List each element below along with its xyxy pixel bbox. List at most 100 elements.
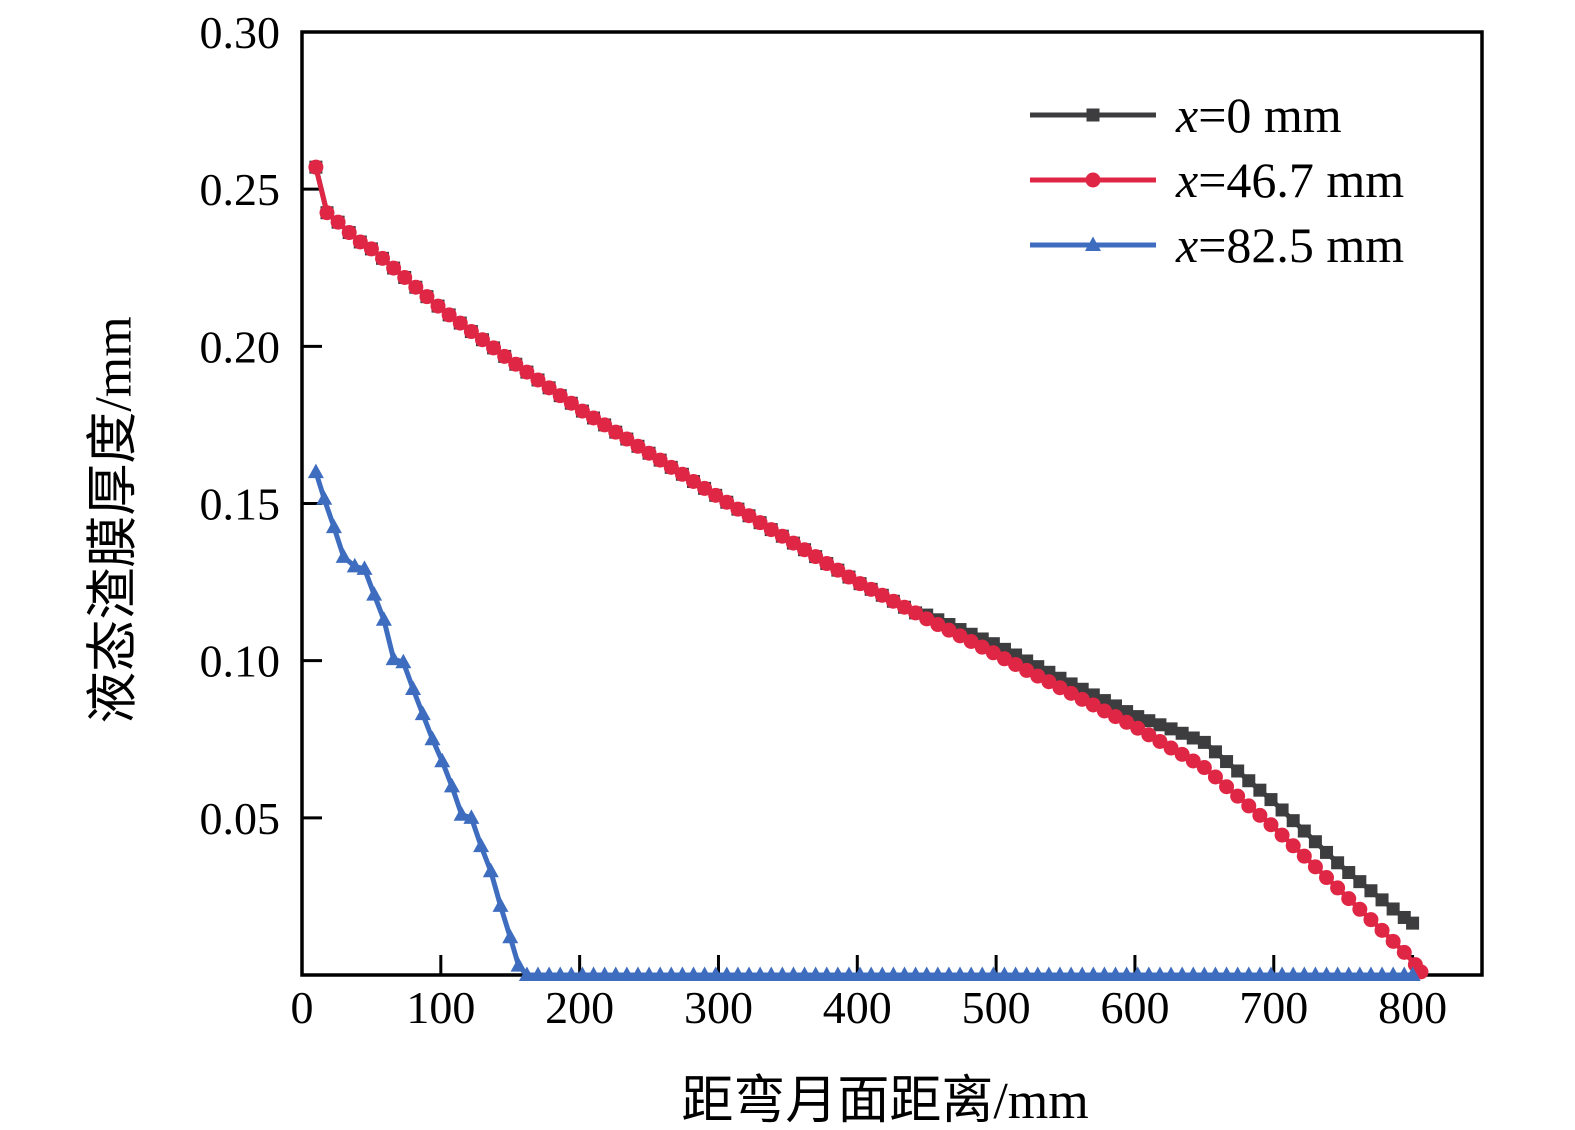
circle-marker — [1130, 720, 1146, 736]
circle-marker — [1152, 733, 1168, 749]
circle-marker — [697, 480, 713, 496]
triangle-marker — [482, 862, 499, 878]
square-marker — [1353, 875, 1367, 889]
y-axis-title: 液态渣膜厚度/mm — [85, 316, 143, 724]
square-marker — [1164, 722, 1178, 736]
legend-label-x0: x=0 mm — [1176, 86, 1342, 144]
triangle-marker — [607, 966, 624, 981]
legend-swatch-x46 — [1030, 172, 1156, 187]
triangle-marker — [1196, 966, 1213, 981]
triangle-marker — [752, 966, 769, 981]
circle-marker — [597, 417, 613, 433]
circle-marker — [830, 562, 846, 578]
triangle-marker — [1174, 966, 1191, 981]
circle-marker — [819, 556, 835, 572]
circle-marker — [541, 380, 557, 396]
legend-swatch-x82 — [1030, 236, 1156, 251]
triangle-marker — [852, 966, 869, 981]
triangle-marker — [1329, 966, 1346, 981]
triangle-marker — [874, 966, 891, 981]
x-axis-title: 距弯月面距离/mm — [681, 1073, 1089, 1130]
circle-marker — [1019, 662, 1035, 678]
x-tick-label: 200 — [545, 982, 614, 1033]
square-marker — [1242, 774, 1256, 788]
legend-rest-x0: =0 mm — [1198, 86, 1342, 143]
circle-marker — [1307, 859, 1323, 875]
circle-marker — [1085, 697, 1101, 713]
triangle-marker — [652, 966, 669, 981]
legend: x=0 mm x=46.7 mm x=82.5 mm — [1028, 82, 1404, 277]
triangle-marker — [1285, 966, 1302, 981]
circle-marker — [319, 205, 335, 221]
circle-marker — [1219, 779, 1235, 795]
circle-marker — [552, 388, 568, 404]
triangle-marker — [996, 966, 1013, 981]
triangle-marker — [1118, 966, 1135, 981]
legend-circle-marker — [1085, 172, 1101, 187]
circle-marker — [1241, 798, 1257, 814]
circle-marker — [486, 340, 502, 356]
circle-marker — [474, 332, 490, 348]
triangle-marker — [1207, 966, 1224, 981]
square-marker — [1075, 682, 1089, 696]
square-marker — [1320, 845, 1334, 859]
circle-marker — [1230, 788, 1246, 804]
square-marker — [1386, 902, 1400, 916]
triangle-marker — [940, 966, 957, 981]
circle-marker — [608, 424, 624, 440]
triangle-marker — [1374, 966, 1391, 981]
circle-marker — [1008, 656, 1024, 672]
x-tick-label: 500 — [962, 982, 1031, 1033]
circle-marker — [652, 452, 668, 468]
triangle-marker — [1085, 966, 1102, 981]
triangle-marker — [1296, 966, 1313, 981]
triangle-marker — [1151, 966, 1168, 981]
triangle-marker — [1229, 966, 1246, 981]
triangle-marker — [1404, 966, 1421, 981]
circle-marker — [574, 403, 590, 419]
triangle-marker — [585, 966, 602, 981]
circle-marker — [1352, 901, 1368, 917]
x-tick-label: 600 — [1100, 982, 1169, 1033]
triangle-marker — [818, 966, 835, 981]
triangle-marker — [463, 809, 480, 824]
circle-marker — [441, 307, 457, 323]
circle-marker — [1341, 891, 1357, 907]
square-marker — [1275, 803, 1289, 817]
circle-marker — [908, 605, 924, 621]
series-line — [313, 469, 1416, 978]
square-marker — [1109, 699, 1123, 713]
square-marker — [1264, 793, 1278, 807]
triangle-marker — [918, 966, 935, 981]
legend-label-x46: x=46.7 mm — [1176, 151, 1404, 209]
x-tick-label: 700 — [1239, 982, 1308, 1033]
triangle-marker — [453, 806, 470, 821]
triangle-marker — [663, 966, 680, 981]
y-tick-label: 0.25 — [200, 164, 281, 215]
triangle-marker — [1018, 966, 1035, 981]
square-marker — [1186, 731, 1200, 745]
circle-marker — [663, 459, 679, 475]
triangle-marker — [1351, 966, 1368, 981]
triangle-marker — [510, 957, 527, 972]
circle-marker — [730, 501, 746, 517]
triangle-marker — [596, 966, 613, 981]
y-tick-label: 0.15 — [200, 479, 281, 530]
square-marker — [1197, 735, 1211, 749]
circle-marker — [1296, 848, 1312, 864]
circle-marker — [1052, 680, 1068, 696]
circle-marker — [685, 473, 701, 489]
circle-marker — [519, 364, 535, 380]
triangle-marker — [774, 966, 791, 981]
circle-marker — [586, 410, 602, 426]
triangle-marker — [414, 705, 431, 721]
triangle-marker — [518, 966, 535, 981]
triangle-marker — [1307, 966, 1324, 981]
circle-marker — [1252, 807, 1268, 823]
square-marker — [1297, 824, 1311, 838]
series-x82.5mm — [307, 463, 1421, 981]
triangle-marker — [763, 966, 780, 981]
circle-marker — [508, 356, 524, 372]
triangle-marker — [840, 966, 857, 981]
